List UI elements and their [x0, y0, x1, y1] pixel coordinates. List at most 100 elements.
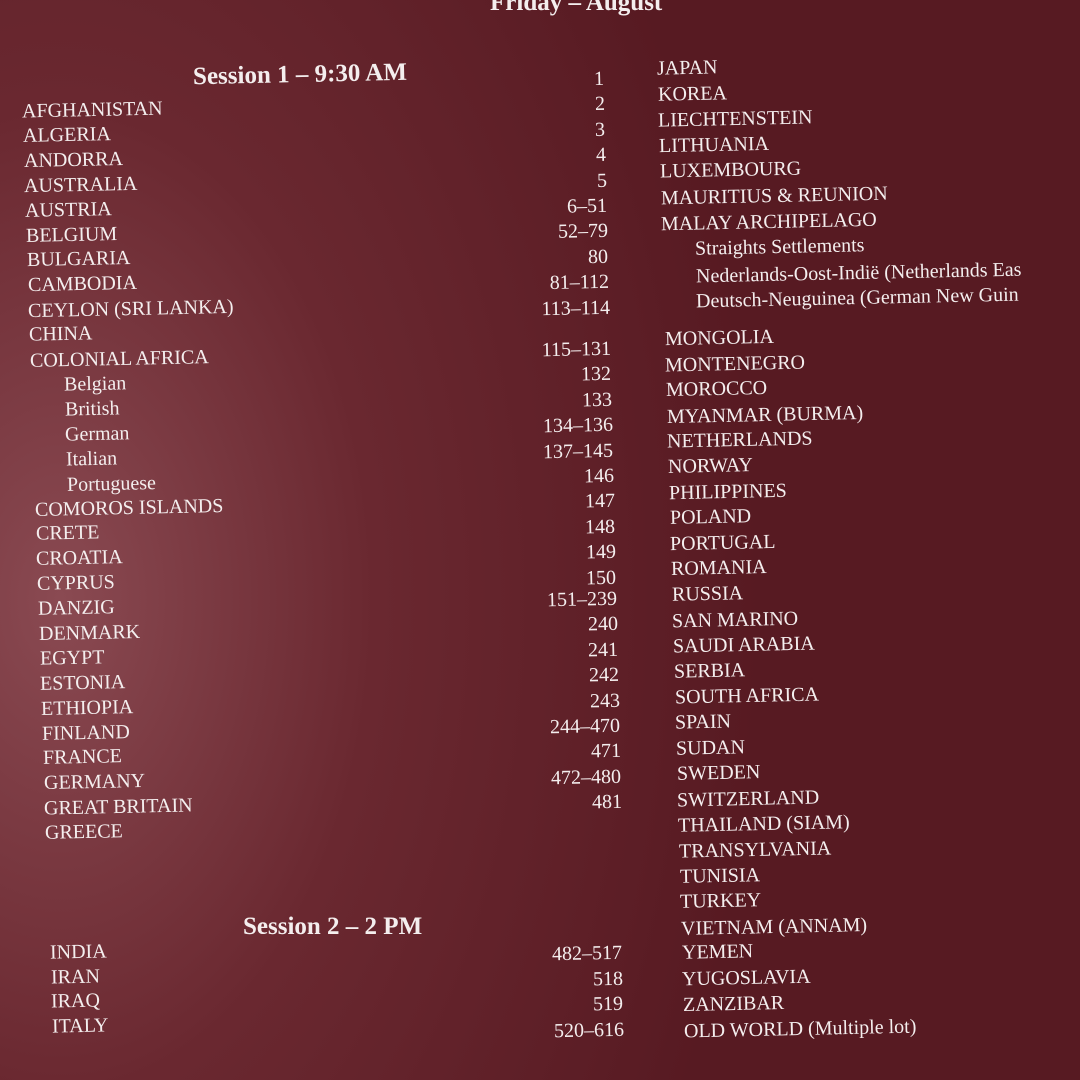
- lot-range: 5: [596, 169, 607, 192]
- country: COMOROS ISLANDS: [34, 495, 224, 522]
- lot-range: 146: [583, 464, 615, 488]
- country: IRAN: [50, 964, 100, 989]
- country: MONGOLIA: [664, 325, 774, 351]
- lot-range: 519: [593, 992, 624, 1016]
- country: JAPAN: [656, 56, 718, 80]
- country: SWEDEN: [676, 761, 761, 786]
- lot-range: 518: [592, 967, 623, 990]
- country: CRETE: [35, 521, 100, 545]
- country: CYPRUS: [36, 571, 116, 595]
- lot-range: 113–114: [540, 296, 610, 320]
- lot-range: 3: [595, 118, 606, 141]
- sub-country: British: [64, 397, 120, 421]
- country: YEMEN: [681, 940, 754, 965]
- lot-range: 6–51: [566, 194, 608, 218]
- country: NORWAY: [667, 454, 754, 478]
- sub-country: German: [65, 422, 130, 446]
- country: EGYPT: [39, 646, 105, 670]
- country: GREECE: [44, 820, 124, 844]
- country: AUSTRALIA: [24, 172, 138, 197]
- country: KOREA: [657, 81, 727, 106]
- country: IRAQ: [51, 989, 101, 1013]
- lot-range: 137–145: [543, 439, 614, 463]
- lot-range: 240: [587, 613, 618, 636]
- country: PORTUGAL: [670, 530, 776, 555]
- country: CAMBODIA: [27, 272, 137, 297]
- country: ETHIOPIA: [40, 695, 134, 720]
- country: DANZIG: [37, 596, 115, 620]
- country: SAN MARINO: [672, 607, 799, 632]
- country: AUSTRIA: [24, 197, 113, 222]
- lot-range: 482–517: [551, 941, 623, 966]
- lot-range: 132: [581, 363, 612, 386]
- page-title: Friday – August: [490, 0, 663, 16]
- country: ITALY: [51, 1013, 109, 1038]
- country: TRANSYLVANIA: [678, 837, 832, 863]
- country: ALGERIA: [22, 122, 111, 147]
- sub-country: Belgian: [63, 372, 127, 396]
- country: GERMANY: [43, 770, 145, 795]
- country: MAURITIUS & REUNION: [660, 182, 888, 210]
- lot-range: 150: [586, 566, 617, 589]
- lot-range: 80: [588, 245, 609, 268]
- lot-range: 133: [581, 388, 613, 412]
- lot-range: 115–131: [541, 337, 611, 362]
- session-title: Session 2 – 2 PM: [243, 913, 423, 940]
- lot-range: 148: [584, 515, 616, 539]
- lot-range: 244–470: [549, 714, 621, 739]
- country: POLAND: [669, 505, 751, 530]
- lot-range: 151–239: [546, 587, 618, 612]
- lot-range: 472–480: [551, 765, 622, 790]
- country: DENMARK: [38, 620, 141, 645]
- country: THAILAND (SIAM): [677, 811, 851, 838]
- country: MONTENEGRO: [665, 351, 806, 377]
- lot-range: 471: [590, 740, 622, 763]
- country: LUXEMBOURG: [659, 157, 802, 183]
- country: FINLAND: [41, 720, 130, 745]
- sub-country: Nederlands-Oost-Indië (Netherlands Eas: [695, 258, 1022, 288]
- country: MYANMAR (BURMA): [666, 401, 864, 428]
- country: SERBIA: [673, 659, 746, 683]
- country: ESTONIA: [40, 670, 126, 695]
- lot-range: 81–112: [549, 270, 610, 295]
- lot-range: 520–616: [553, 1018, 625, 1042]
- lot-range: 241: [588, 638, 619, 662]
- country: RUSSIA: [671, 582, 744, 606]
- country: TUNISIA: [679, 863, 760, 888]
- sub-country: Portuguese: [66, 471, 157, 496]
- country: PHILIPPINES: [668, 479, 787, 504]
- country: TURKEY: [680, 889, 762, 914]
- country: BELGIUM: [25, 222, 118, 247]
- lot-range: 149: [585, 540, 617, 564]
- sub-country: Straights Settlements: [694, 234, 865, 260]
- country: LITHUANIA: [658, 132, 770, 157]
- country: CROATIA: [36, 546, 124, 571]
- country: LIECHTENSTEIN: [658, 106, 814, 132]
- country: SPAIN: [675, 710, 732, 734]
- country: OLD WORLD (Multiple lot): [683, 1015, 917, 1043]
- session-title: Session 1 – 9:30 AM: [192, 58, 408, 91]
- country: CHINA: [28, 322, 93, 346]
- country: INDIA: [49, 940, 107, 964]
- lot-range: 481: [591, 790, 623, 814]
- country: CEYLON (SRI LANKA): [28, 296, 235, 323]
- sub-country: Deutsch-Neuguinea (German New Guin: [696, 284, 1020, 313]
- country: SOUTH AFRICA: [674, 683, 819, 709]
- lot-range: 2: [594, 93, 605, 116]
- lot-range: 52–79: [557, 220, 609, 244]
- country: SAUDI ARABIA: [672, 632, 816, 658]
- country: VIETNAM (ANNAM): [680, 913, 868, 940]
- country: ZANZIBAR: [682, 991, 785, 1016]
- country: COLONIAL AFRICA: [29, 346, 209, 372]
- lot-range: 1: [593, 67, 605, 90]
- lot-range: 243: [589, 689, 620, 712]
- country: ROMANIA: [670, 556, 767, 581]
- lot-range: 147: [584, 490, 615, 513]
- country: MOROCCO: [665, 377, 768, 402]
- country: SWITZERLAND: [677, 786, 820, 812]
- country: SUDAN: [675, 735, 746, 760]
- country: FRANCE: [42, 745, 122, 770]
- country: BULGARIA: [26, 247, 131, 272]
- country: NETHERLANDS: [667, 427, 814, 453]
